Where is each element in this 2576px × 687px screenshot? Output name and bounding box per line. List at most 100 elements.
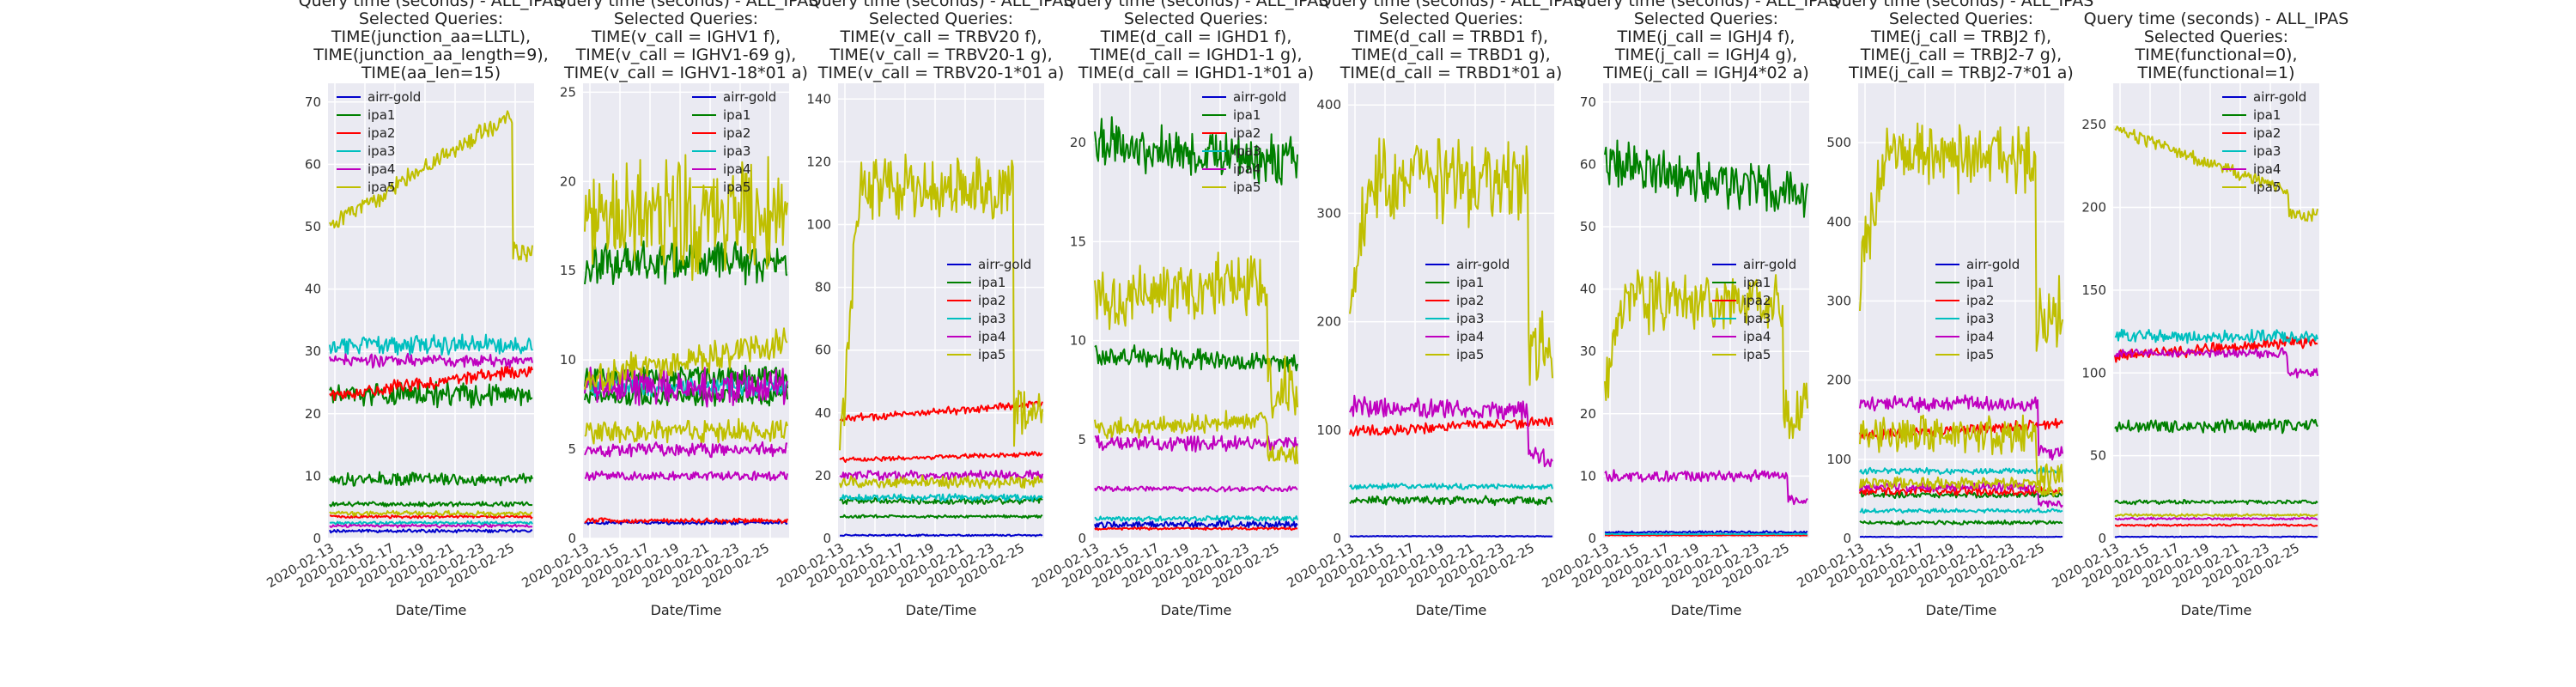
y-tick-label: 40 bbox=[1580, 282, 1596, 297]
y-tick-label: 0 bbox=[1843, 531, 1851, 546]
series-line-ipa2 bbox=[1859, 417, 2063, 441]
legend-label: ipa4 bbox=[1233, 161, 1261, 177]
chart-title-line: TIME(d_call = TRBD1 f), bbox=[1353, 27, 1548, 46]
x-axis-label: Date/Time bbox=[396, 602, 467, 618]
legend-label: ipa1 bbox=[1456, 275, 1484, 290]
series-line-ipa3 bbox=[839, 493, 1043, 502]
series-line-airr-gold bbox=[1859, 535, 2063, 538]
y-tick-label: 20 bbox=[1070, 135, 1086, 150]
chart-title-line: TIME(d_call = TRBD1 g), bbox=[1351, 46, 1550, 64]
series-line-ipa4 bbox=[1349, 394, 1553, 468]
series-line-ipa5 bbox=[584, 154, 788, 282]
series-line-ipa4 bbox=[2114, 347, 2318, 379]
y-tick-label: 300 bbox=[1826, 293, 1851, 308]
y-tick-label: 60 bbox=[305, 156, 321, 172]
series-line-ipa4 bbox=[584, 441, 788, 459]
series-line-ipa5 bbox=[2114, 513, 2318, 518]
y-tick-label: 150 bbox=[2081, 283, 2106, 298]
series-line-ipa1 bbox=[2114, 498, 2318, 506]
chart-panel-6: 0102030405060702020-02-132020-02-152020-… bbox=[1539, 0, 1838, 618]
legend-label: airr-gold bbox=[1456, 257, 1510, 272]
chart-title-line: Selected Queries: bbox=[614, 9, 758, 28]
x-axis-label: Date/Time bbox=[2181, 602, 2252, 618]
y-tick-label: 0 bbox=[1588, 531, 1596, 546]
legend: airr-gold ipa1 ipa2 ipa3 ipa4 ipa5 bbox=[1202, 89, 1286, 195]
y-tick-label: 250 bbox=[2081, 117, 2106, 132]
series-line-ipa3 bbox=[1859, 466, 2063, 476]
series-group bbox=[584, 154, 788, 526]
y-tick-label: 100 bbox=[1826, 452, 1851, 467]
legend: airr-gold ipa1 ipa2 ipa3 ipa4 ipa5 bbox=[692, 89, 776, 195]
chart-title-line: TIME(v_call = TRBV20-1*01 a) bbox=[817, 64, 1065, 82]
x-axis-label: Date/Time bbox=[1926, 602, 1997, 618]
y-tick-label: 0 bbox=[2098, 531, 2106, 546]
series-line-ipa5 bbox=[1094, 252, 1298, 419]
legend: airr-gold ipa1 ipa2 ipa3 ipa4 ipa5 bbox=[1425, 257, 1510, 362]
series-line-ipa4 bbox=[1094, 435, 1298, 453]
y-tick-label: 80 bbox=[815, 280, 831, 295]
y-tick-label: 70 bbox=[305, 94, 321, 110]
series-group bbox=[1349, 137, 1553, 538]
chart-title-line: TIME(v_call = IGHV1-18*01 a) bbox=[563, 64, 808, 82]
y-tick-label: 50 bbox=[2090, 448, 2106, 464]
legend-label: ipa5 bbox=[368, 179, 395, 195]
chart-title-line: Selected Queries: bbox=[869, 9, 1013, 28]
series-group bbox=[1859, 122, 2063, 538]
series-line-ipa2 bbox=[1349, 416, 1553, 437]
y-tick-label: 25 bbox=[560, 84, 576, 100]
series-line-ipa5 bbox=[584, 327, 788, 392]
legend: airr-gold ipa1 ipa2 ipa3 ipa4 ipa5 bbox=[1935, 257, 2020, 362]
legend-label: ipa5 bbox=[1233, 179, 1261, 195]
legend-label: ipa5 bbox=[1966, 347, 1994, 362]
legend-label: airr-gold bbox=[368, 89, 421, 105]
y-tick-label: 70 bbox=[1580, 94, 1596, 110]
legend-label: ipa3 bbox=[1743, 311, 1771, 326]
y-tick-label: 400 bbox=[1826, 214, 1851, 229]
series-line-ipa5 bbox=[1859, 414, 2063, 492]
chart-title-line: TIME(v_call = TRBV20 f), bbox=[839, 27, 1042, 46]
series-group bbox=[2114, 125, 2318, 538]
legend-label: ipa2 bbox=[723, 125, 750, 141]
series-line-ipa3 bbox=[1094, 514, 1298, 522]
y-tick-label: 10 bbox=[305, 468, 321, 483]
series-line-ipa2 bbox=[1605, 533, 1808, 537]
y-tick-label: 5 bbox=[568, 441, 576, 457]
legend-label: ipa2 bbox=[1233, 125, 1261, 141]
series-line-ipa1 bbox=[1094, 116, 1298, 185]
series-line-airr-gold bbox=[839, 533, 1043, 538]
chart-title-line: TIME(d_call = IGHD1 f), bbox=[1100, 27, 1292, 46]
legend-label: ipa5 bbox=[1743, 347, 1771, 362]
series-line-ipa4 bbox=[584, 470, 788, 482]
chart-title-line: Selected Queries: bbox=[1124, 9, 1268, 28]
legend-label: ipa5 bbox=[1456, 347, 1484, 362]
x-axis-label: Date/Time bbox=[906, 602, 977, 618]
legend-label: airr-gold bbox=[2253, 89, 2306, 105]
series-line-ipa4 bbox=[2114, 516, 2318, 521]
series-line-ipa3 bbox=[329, 333, 533, 356]
y-tick-label: 10 bbox=[1070, 333, 1086, 349]
plot-area bbox=[583, 83, 789, 538]
series-line-airr-gold bbox=[1094, 520, 1298, 530]
series-line-ipa2 bbox=[584, 517, 788, 524]
chart-title-line: Query time (seconds) - ALL_IPAS bbox=[1574, 0, 1839, 10]
legend-label: ipa4 bbox=[1966, 329, 1994, 344]
series-line-ipa3 bbox=[1349, 482, 1553, 490]
series-line-ipa5 bbox=[1349, 137, 1553, 386]
series-line-ipa5 bbox=[1604, 269, 1808, 440]
series-line-ipa1 bbox=[839, 496, 1043, 505]
chart-title-line: Query time (seconds) - ALL_IPAS bbox=[554, 0, 819, 10]
chart-panel-5: 01002003004002020-02-132020-02-152020-02… bbox=[1284, 0, 1583, 618]
y-tick-label: 400 bbox=[1316, 97, 1341, 112]
legend-label: ipa2 bbox=[1743, 293, 1771, 308]
legend-label: ipa2 bbox=[2253, 125, 2281, 141]
y-tick-label: 0 bbox=[823, 531, 831, 546]
y-tick-label: 30 bbox=[305, 344, 321, 359]
y-tick-label: 20 bbox=[815, 468, 831, 483]
series-line-ipa1 bbox=[329, 380, 533, 409]
chart-title-line: Query time (seconds) - ALL_IPAS bbox=[809, 0, 1074, 10]
series-line-ipa4 bbox=[1094, 485, 1298, 493]
legend: airr-gold ipa1 ipa2 ipa3 ipa4 ipa5 bbox=[1712, 257, 1796, 362]
y-tick-label: 300 bbox=[1316, 205, 1341, 221]
y-tick-label: 50 bbox=[305, 219, 321, 234]
y-tick-label: 5 bbox=[1078, 432, 1086, 447]
